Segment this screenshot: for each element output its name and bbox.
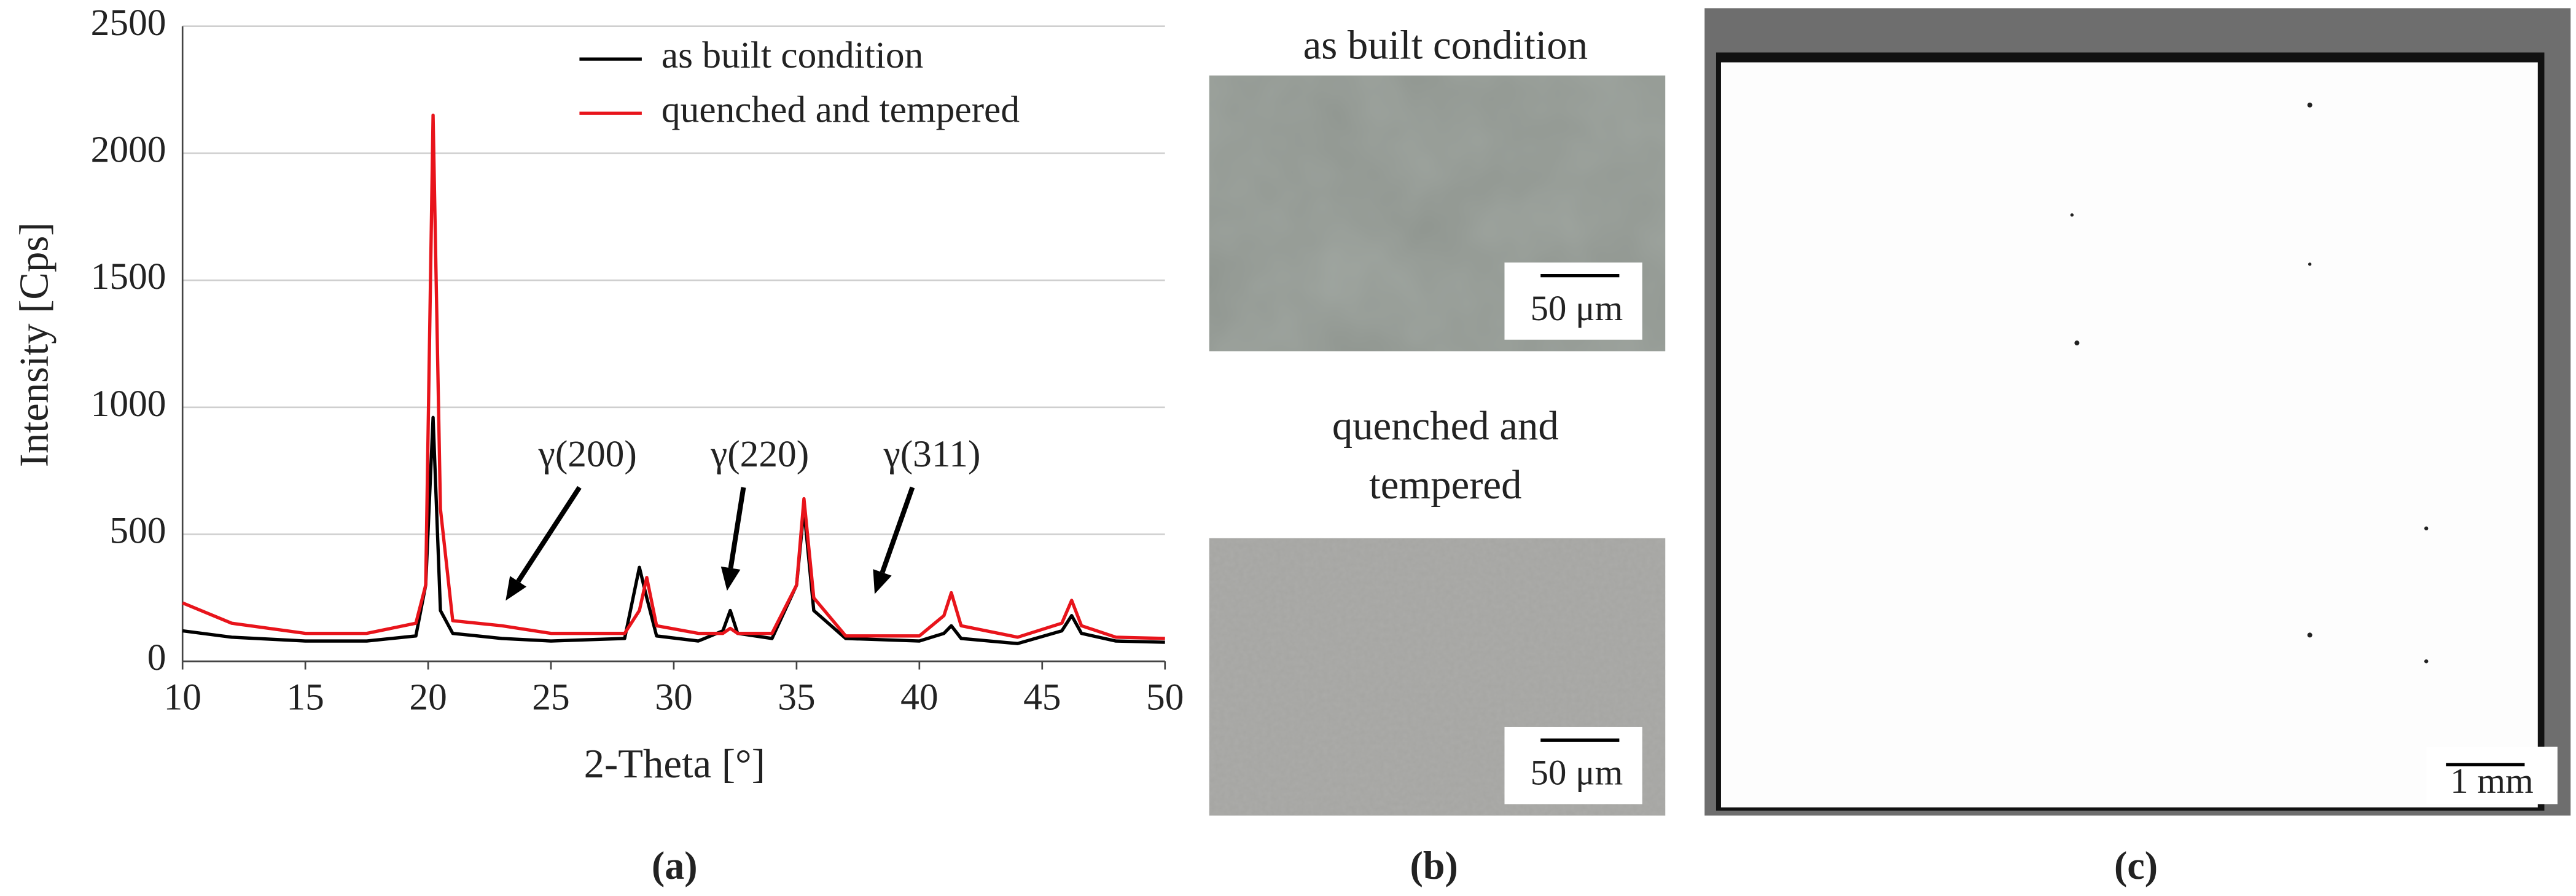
- scale-bar-label: 50 μm: [1531, 288, 1623, 328]
- panel-label: (a): [652, 844, 698, 887]
- annotation: γ(220): [710, 433, 809, 475]
- y-tick-label: 2000: [91, 129, 166, 171]
- y-axis-title: Intensity [Cps]: [12, 222, 57, 467]
- series-line: [182, 113, 1165, 640]
- x-tick-label: 40: [900, 676, 938, 718]
- micrograph-title: tempered: [1369, 463, 1521, 508]
- panel-label: (c): [2114, 844, 2158, 887]
- annotation-arrow: [728, 487, 746, 569]
- x-tick-label: 20: [409, 676, 447, 718]
- x-axis-title: 2-Theta [°]: [584, 742, 765, 787]
- legend-label: as built condition: [662, 34, 923, 76]
- y-tick-label: 2500: [91, 2, 166, 44]
- annotation-arrowhead: [873, 569, 892, 594]
- micrograph-title: as built condition: [1303, 23, 1588, 68]
- scale-bar-label: 50 μm: [1531, 753, 1623, 793]
- x-tick-label: 50: [1146, 676, 1184, 718]
- y-tick-label: 500: [109, 510, 166, 552]
- scale-bar-label: 1 mm: [2450, 761, 2533, 801]
- pores: [2070, 102, 2429, 664]
- scale-bar-box: [2426, 747, 2558, 804]
- panel-label: (b): [1410, 844, 1458, 887]
- x-tick-label: 35: [778, 676, 815, 718]
- annotation-arrowhead: [720, 566, 741, 591]
- x-tick-label: 10: [163, 676, 201, 718]
- legend-label: quenched and tempered: [662, 88, 1020, 130]
- x-tick-label: 45: [1023, 676, 1061, 718]
- annotation: γ(311): [883, 433, 981, 475]
- x-tick-label: 25: [532, 676, 569, 718]
- y-tick-label: 1500: [91, 256, 166, 297]
- x-tick-label: 30: [655, 676, 692, 718]
- y-tick-label: 1000: [91, 383, 166, 425]
- series-line: [182, 415, 1165, 645]
- x-tick-label: 15: [286, 676, 324, 718]
- annotation-arrow: [516, 485, 582, 583]
- annotation: γ(200): [538, 433, 637, 475]
- sample-section: [1720, 62, 2538, 808]
- annotation-arrow: [880, 486, 915, 573]
- micrograph-title: quenched and: [1332, 404, 1559, 449]
- annotation-arrowhead: [505, 576, 527, 601]
- y-tick-label: 0: [147, 637, 166, 678]
